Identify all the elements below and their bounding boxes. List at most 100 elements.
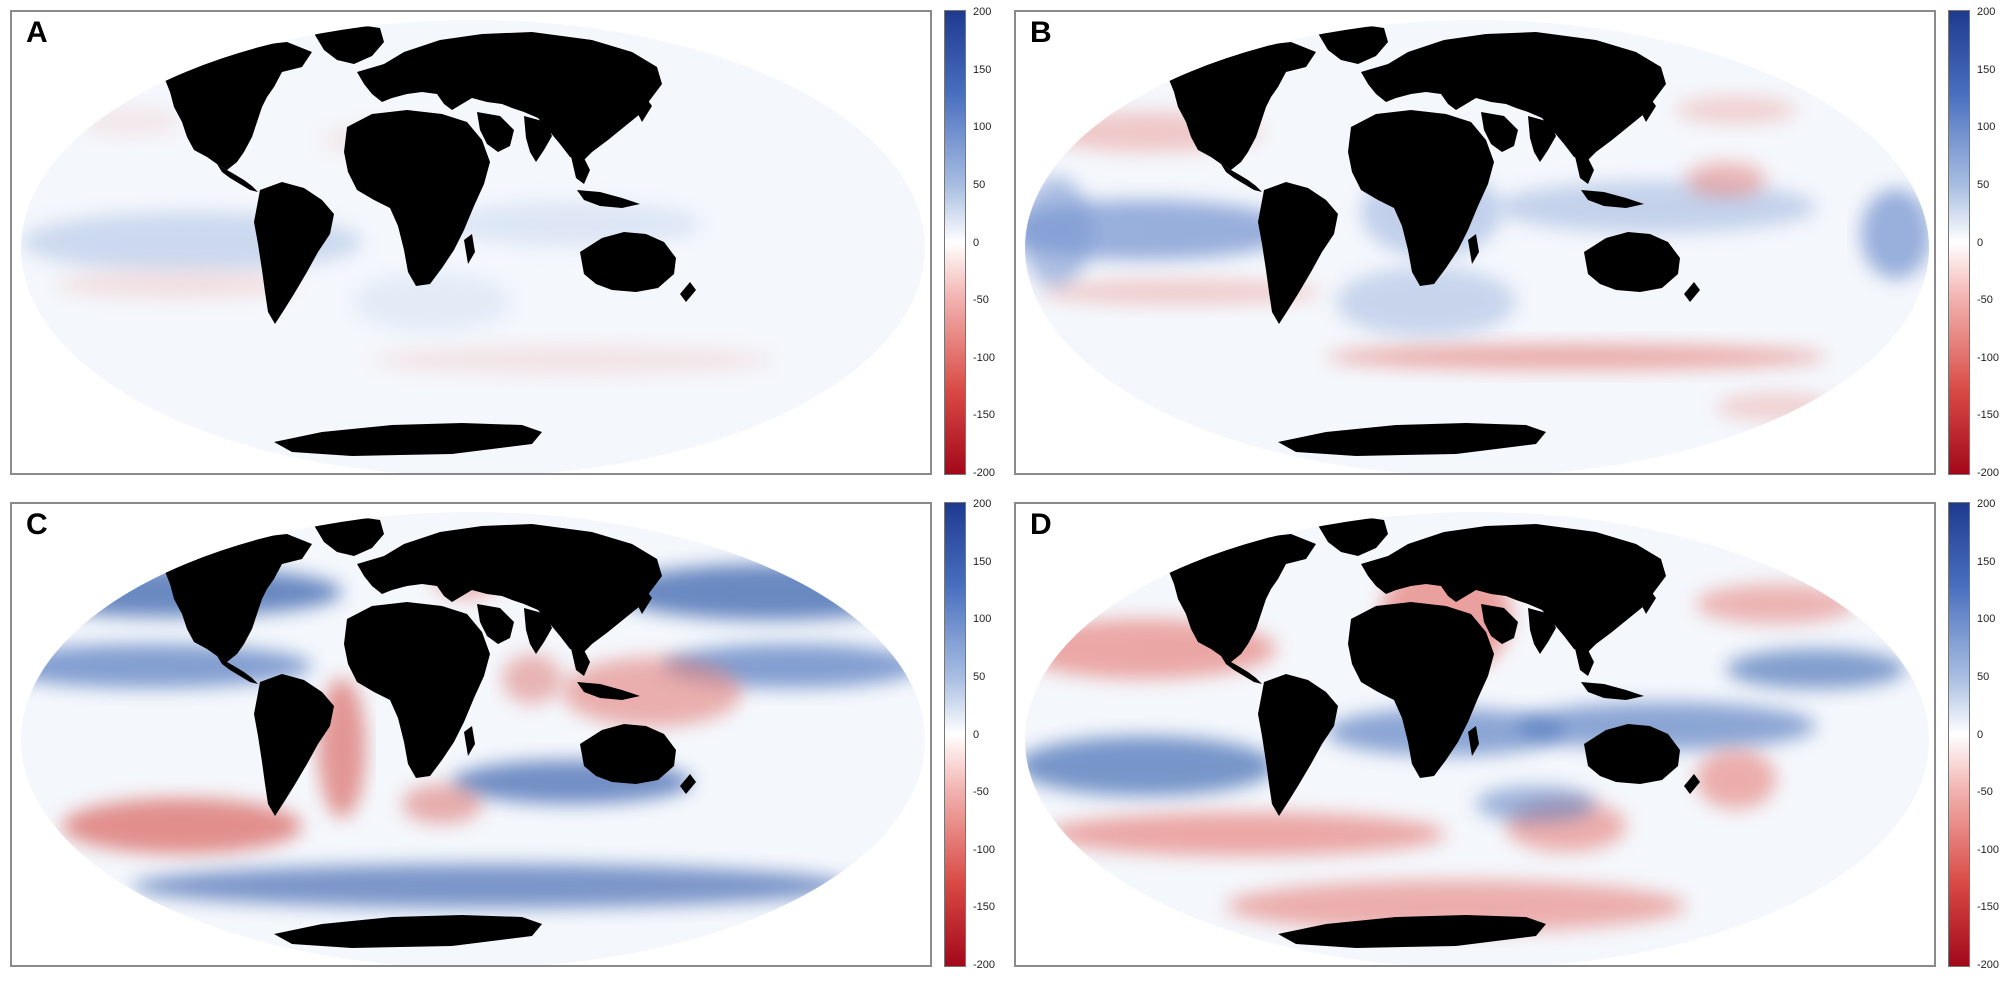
colorbar-tick-label: -200 — [1977, 959, 2000, 971]
land-north-america — [1166, 42, 1316, 170]
colorbar-tick-label: 150 — [973, 63, 992, 76]
anomaly-patch — [1041, 279, 1321, 305]
land-australia — [1584, 232, 1680, 292]
land-south-america — [254, 674, 334, 816]
land-se-asia — [570, 644, 590, 676]
anomaly-patch — [132, 864, 852, 908]
land-japan — [636, 590, 652, 614]
colorbar-tick-label: 200 — [1977, 6, 1996, 18]
anomaly-patch — [62, 798, 302, 854]
anomaly-patch — [1326, 344, 1826, 370]
world-map-d — [1025, 512, 1929, 965]
land-antarctica — [1278, 915, 1546, 948]
colorbar-tick-label: -50 — [1977, 294, 1993, 307]
land-south-america — [1258, 182, 1338, 324]
colorbar-tick-label: 50 — [1977, 178, 1990, 191]
anomaly-patch — [1025, 736, 1276, 796]
land-se-asia — [1574, 644, 1594, 676]
map-frame-b — [1014, 10, 1936, 475]
panel-label-b: B — [1030, 16, 1052, 49]
anomaly-field — [1025, 556, 1906, 932]
land-eurasia — [357, 32, 662, 162]
anomaly-patch — [1516, 702, 1816, 750]
land-antarctica — [1278, 423, 1546, 456]
land-india — [1528, 116, 1556, 162]
land-greenland — [1316, 24, 1388, 64]
anomaly-patch — [82, 108, 182, 136]
colorbar-tick-label: 200 — [973, 498, 992, 510]
land-africa — [344, 602, 490, 778]
colorbar-tick-label: 100 — [1977, 121, 1996, 134]
map-frame-d — [1014, 502, 1936, 967]
land-india — [524, 608, 552, 654]
colorbar-tick-label: 100 — [1977, 613, 1996, 626]
anomaly-patch — [1226, 880, 1686, 932]
colorbar-a — [944, 10, 966, 475]
land-eurasia — [357, 524, 662, 654]
colorbar-tick-label: 50 — [973, 178, 986, 191]
land-north-america — [162, 534, 312, 662]
anomaly-patch — [1716, 393, 1836, 421]
colorbar-tick-label: -50 — [973, 294, 989, 307]
colorbar-tick-label: 200 — [973, 6, 992, 18]
land-madagascar — [464, 726, 475, 756]
anomaly-patch — [1025, 177, 1091, 287]
anomaly-patch — [1696, 749, 1776, 809]
anomaly-patch — [1696, 584, 1856, 624]
colorbar-tick-label: -200 — [1977, 467, 2000, 479]
panel-b: B 200 150 100 50 0 -50 -100 -150 -200 — [1004, 0, 2008, 491]
land-central-america — [217, 656, 258, 684]
land-arabia — [477, 604, 514, 644]
colorbar-c — [944, 502, 966, 967]
anomaly-patch — [372, 346, 772, 374]
world-map-b — [1025, 20, 1929, 473]
anomaly-patch — [1861, 189, 1929, 279]
anomaly-patch — [1046, 812, 1446, 856]
panel-label-a: A — [26, 16, 48, 49]
land-se-asia — [570, 152, 590, 184]
land-indonesia — [1581, 190, 1644, 208]
anomaly-patch — [442, 202, 702, 246]
anomaly-patch — [1726, 649, 1906, 689]
map-frame-a — [10, 10, 932, 475]
land-eurasia — [1361, 524, 1666, 654]
land-eurasia — [1361, 32, 1666, 162]
anomaly-patch — [1476, 786, 1596, 822]
landmasses — [1166, 24, 1700, 456]
land-australia — [1584, 724, 1680, 784]
landmasses — [1166, 516, 1700, 948]
land-africa — [1348, 602, 1494, 778]
world-map-c — [21, 512, 925, 965]
anomaly-patch — [502, 654, 562, 704]
land-greenland — [312, 516, 384, 556]
colorbar-tick-label: -100 — [1977, 843, 2000, 856]
land-africa — [1348, 110, 1494, 286]
land-madagascar — [1468, 234, 1479, 264]
land-south-america — [1258, 674, 1338, 816]
land-greenland — [1316, 516, 1388, 556]
colorbar-d — [1948, 502, 1970, 967]
land-new-zealand — [1684, 282, 1700, 302]
land-india — [524, 116, 552, 162]
land-central-america — [1221, 164, 1262, 192]
land-africa — [344, 110, 490, 286]
land-australia — [580, 724, 676, 784]
colorbar-tick-label: 100 — [973, 121, 992, 134]
map-frame-c — [10, 502, 932, 967]
colorbar-tick-label: 100 — [973, 613, 992, 626]
colorbar-tick-label: 150 — [1977, 555, 1996, 568]
land-indonesia — [577, 190, 640, 208]
panel-c: C 200 150 100 50 0 -50 -100 -150 -200 — [0, 492, 1004, 983]
panel-a: A 200 150 100 50 0 -50 -100 -150 -200 — [0, 0, 1004, 491]
world-map-a — [21, 20, 925, 473]
land-arabia — [1481, 604, 1518, 644]
colorbar-tick-label: -150 — [973, 409, 996, 422]
land-new-zealand — [680, 282, 696, 302]
land-new-zealand — [1684, 774, 1700, 794]
land-japan — [636, 98, 652, 122]
colorbar-tick-label: -50 — [1977, 786, 1993, 799]
anomaly-patch — [1686, 162, 1766, 198]
panel-label-d: D — [1030, 508, 1052, 541]
colorbar-tick-label: 0 — [1977, 236, 1984, 249]
colorbar-tick-label: 200 — [1977, 498, 1996, 510]
